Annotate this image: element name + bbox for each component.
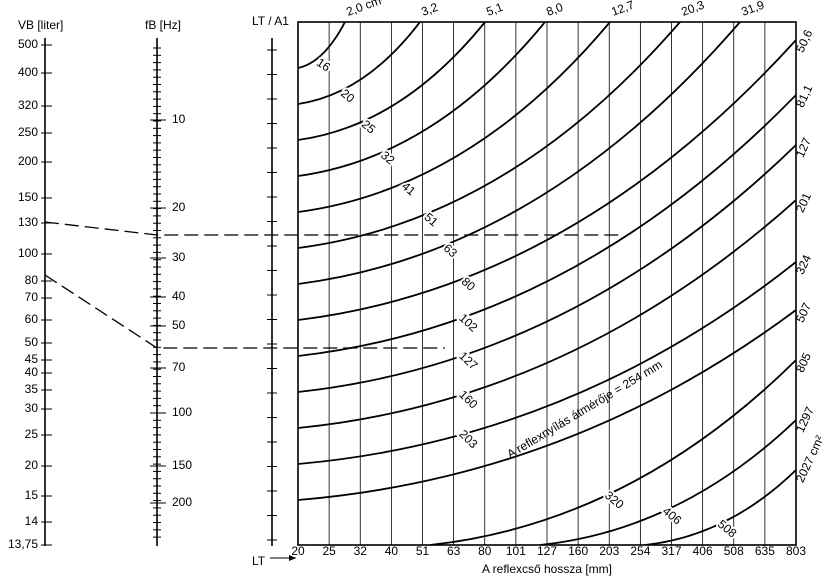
curve-label: 51	[422, 210, 442, 230]
x-tick-label: 51	[416, 544, 430, 558]
curve	[298, 39, 796, 321]
curve	[298, 22, 546, 177]
x-tick-label: 20	[291, 544, 305, 558]
area-label: 5,1	[484, 0, 505, 19]
x-tick-label: 40	[385, 544, 399, 558]
x-tick-label: 508	[724, 544, 744, 558]
area-label: 2,0 cm²	[344, 0, 386, 19]
vb-tick-label: 500	[18, 37, 38, 51]
vb-tick-label: 25	[25, 427, 39, 441]
fb-tick-label: 10	[172, 112, 186, 126]
curve-label: 406	[660, 504, 685, 528]
vb-tick-label: 40	[25, 365, 39, 379]
fb-tick-label: 150	[172, 458, 192, 472]
x-tick-label: 803	[786, 544, 806, 558]
vb-tick-label: 14	[25, 514, 39, 528]
fb-tick-label: 50	[172, 318, 186, 332]
vb-tick-label: 400	[18, 65, 38, 79]
vb-tick-label: 45	[25, 352, 39, 366]
x-tick-label: 203	[599, 544, 619, 558]
x-tick-label: 406	[693, 544, 713, 558]
fb-tick-label: 30	[172, 250, 186, 264]
vb-tick-label: 320	[18, 98, 38, 112]
curve	[298, 22, 681, 249]
x-tick-label: 317	[661, 544, 681, 558]
curve-label: 63	[441, 241, 461, 261]
x-tick-label: 25	[322, 544, 336, 558]
dashed-guide	[44, 221, 620, 236]
x-tick-label: 127	[537, 544, 557, 558]
vb-tick-label: 30	[25, 401, 39, 415]
x-tick-label: 80	[478, 544, 492, 558]
vb-tick-label: 250	[18, 125, 38, 139]
x-tick-label: 101	[506, 544, 526, 558]
curve	[298, 22, 611, 213]
area-label: 2027 cm²	[793, 433, 827, 484]
curve	[298, 261, 796, 465]
curve	[298, 22, 486, 141]
vb-title: VB [liter]	[18, 18, 63, 32]
x-tick-label: 635	[755, 544, 775, 558]
x-tick-label: 63	[447, 544, 461, 558]
curve-label: 25	[359, 117, 378, 137]
curve	[298, 199, 796, 429]
curve-label: 508	[715, 517, 740, 541]
area-label: 12,7	[609, 0, 636, 19]
dashed-guide	[44, 274, 445, 349]
vb-tick-label: 50	[25, 335, 39, 349]
fb-tick-label: 70	[172, 360, 186, 374]
x-axis-title: A reflexcső hossza [mm]	[482, 562, 612, 576]
curves	[298, 22, 796, 545]
fb-tick-label: 100	[172, 405, 192, 419]
vb-tick-label: 100	[18, 246, 38, 260]
curve-label: 80	[459, 274, 479, 294]
x-tick-label: 160	[568, 544, 588, 558]
curve	[539, 419, 796, 545]
curve-label: 41	[399, 179, 418, 199]
curve	[298, 309, 796, 501]
vb-tick-label: 20	[25, 458, 39, 472]
vb-tick-label: 130	[18, 215, 38, 229]
vb-tick-label: 15	[25, 488, 39, 502]
lt-title: LT / A1	[252, 14, 289, 28]
curve	[644, 469, 796, 545]
curve	[298, 22, 421, 105]
lt-arrow-head	[289, 555, 296, 561]
fb-tick-label: 40	[172, 289, 186, 303]
curve-label: 32	[378, 148, 397, 168]
x-tick-label: 32	[354, 544, 368, 558]
vb-tick-label: 35	[25, 382, 39, 396]
curve-label: 102	[456, 311, 480, 335]
vb-tick-label: 13,75	[8, 537, 38, 551]
vb-tick-label: 80	[25, 273, 39, 287]
curve	[298, 22, 741, 285]
area-label: 20,3	[679, 0, 706, 19]
fb-tick-label: 200	[172, 495, 192, 509]
curve-label: 127	[456, 349, 480, 373]
fb-title: fB [Hz]	[145, 18, 181, 32]
lt-bottom: LT	[252, 554, 266, 568]
vb-tick-label: 200	[18, 154, 38, 168]
x-tick-label: 254	[630, 544, 650, 558]
curve	[298, 22, 346, 69]
curve	[298, 94, 796, 357]
area-label: 8,0	[544, 0, 565, 19]
area-label: 31,9	[739, 0, 766, 19]
vb-tick-label: 150	[18, 190, 38, 204]
curve-label: 160	[456, 387, 480, 411]
curve	[429, 359, 796, 545]
curve-label: 20	[338, 86, 357, 105]
area-label: 3,2	[419, 0, 440, 19]
vb-tick-label: 70	[25, 290, 39, 304]
curve-label: 320	[602, 488, 627, 512]
curve	[298, 144, 796, 393]
vb-tick-label: 60	[25, 312, 39, 326]
fb-tick-label: 20	[172, 200, 186, 214]
